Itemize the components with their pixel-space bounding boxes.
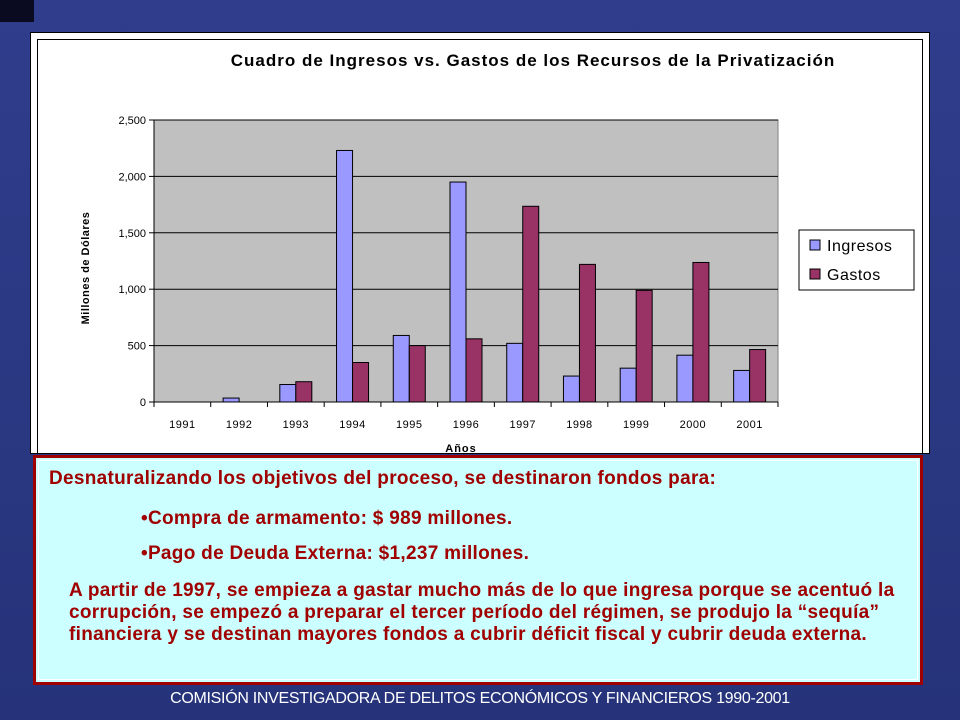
x-tick-label: 1992: [226, 419, 252, 431]
footer-text: COMISIÓN INVESTIGADORA DE DELITOS ECONÓM…: [170, 690, 790, 707]
x-tick-label: 1998: [566, 419, 592, 431]
legend-label-ingresos: Ingresos: [827, 238, 892, 255]
x-tick-label: 1993: [283, 419, 309, 431]
x-tick-label: 1994: [339, 419, 365, 431]
chart-svg: Cuadro de Ingresos vs. Gastos de los Rec…: [80, 51, 915, 453]
bar-gastos-1994: [352, 362, 370, 403]
x-tick-label: 2000: [680, 419, 706, 431]
bar-gastos-2001: [749, 349, 767, 403]
intro-text: Desnaturalizando los objetivos del proce…: [49, 468, 717, 489]
x-tick-label: 1995: [396, 419, 422, 431]
x-tick-label: 2001: [736, 419, 762, 431]
bar-gastos-1993: [295, 381, 313, 403]
paragraph-text: A partir de 1997, se empieza a gastar mu…: [69, 580, 895, 645]
chart-frame: Cuadro de Ingresos vs. Gastos de los Rec…: [30, 32, 930, 454]
y-tick-label: 0: [140, 397, 146, 409]
x-tick-label: 1999: [623, 419, 649, 431]
x-axis-label: Años: [445, 443, 477, 453]
bar-ingresos-2001: [733, 369, 751, 403]
x-tick-label: 1996: [453, 419, 479, 431]
bar-ingresos-1995: [392, 334, 410, 403]
corner-block: [0, 0, 34, 22]
legend-swatch-gastos: [809, 268, 821, 280]
bar-ingresos-1993: [279, 384, 297, 403]
bar-ingresos-1992: [222, 397, 240, 403]
bar-gastos-1995: [408, 345, 426, 403]
bar-ingresos-1996: [449, 181, 467, 403]
bar-ingresos-2000: [676, 354, 694, 403]
bullet-deuda-externa: •Pago de Deuda Externa: $1,237 millones.: [141, 543, 530, 564]
bullet-armamento: •Compra de armamento: $ 989 millones.: [141, 508, 513, 529]
chart-inner-border: [37, 39, 923, 453]
y-tick-label: 1,500: [118, 228, 146, 240]
bar-ingresos-1998: [562, 375, 580, 403]
y-tick-label: 1,000: [118, 284, 146, 296]
chart-title: Cuadro de Ingresos vs. Gastos de los Rec…: [231, 51, 835, 70]
bar-ingresos-1999: [619, 367, 637, 403]
bar-gastos-2000: [692, 261, 710, 403]
y-axis-label: Millones de Dólares: [80, 212, 92, 325]
bar-ingresos-1994: [336, 149, 354, 403]
y-tick-label: 2,500: [118, 115, 146, 127]
legend-label-gastos: Gastos: [827, 267, 881, 284]
bar-gastos-1998: [578, 263, 596, 403]
text-panel: Desnaturalizando los objetivos del proce…: [33, 455, 923, 685]
bar-gastos-1999: [635, 289, 653, 403]
text-panel-inner-border: [38, 460, 918, 680]
y-tick-label: 500: [128, 341, 146, 353]
x-tick-label: 1997: [509, 419, 535, 431]
legend-swatch-ingresos: [809, 239, 821, 251]
bar-gastos-1996: [465, 338, 483, 403]
x-tick-label: 1991: [169, 419, 195, 431]
y-tick-label: 2,000: [118, 171, 146, 183]
bar-gastos-1997: [522, 205, 540, 403]
bar-ingresos-1997: [506, 342, 524, 403]
